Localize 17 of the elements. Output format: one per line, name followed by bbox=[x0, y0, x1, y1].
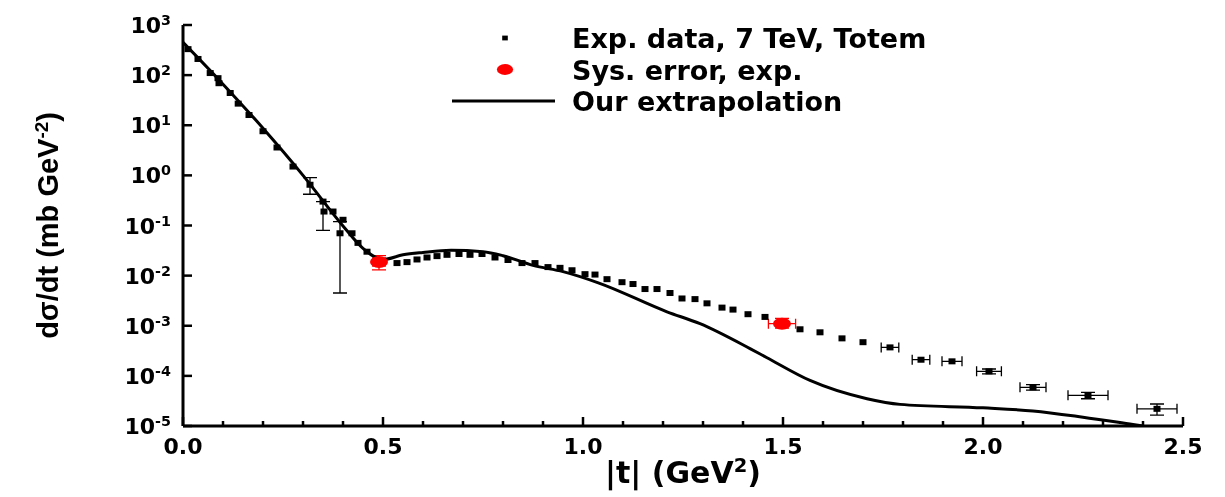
y-tick-label: 10$^{-3}$ bbox=[124, 312, 171, 339]
y-tick-label: 10$^{-2}$ bbox=[124, 262, 171, 289]
y-tick-label: 10$^{3}$ bbox=[130, 12, 171, 38]
legend-label: Sys. error, exp. bbox=[572, 54, 803, 86]
x-tick-label: 2.0 bbox=[963, 434, 1003, 459]
legend-label: Exp. data, 7 TeV, Totem bbox=[572, 23, 927, 54]
y-tick-label: 10$^{1}$ bbox=[130, 112, 171, 139]
x-axis-title: |t| (GeV$^{2}$) bbox=[605, 453, 761, 491]
x-tick-label: 2.5 bbox=[1163, 434, 1203, 459]
x-tick-label: 1.0 bbox=[563, 434, 603, 459]
legend-label: Our extrapolation bbox=[572, 86, 843, 117]
x-tick-label: 0.5 bbox=[363, 434, 403, 459]
x-tick-label: 1.5 bbox=[763, 434, 803, 459]
y-tick-label: 10$^{0}$ bbox=[130, 162, 172, 189]
y-tick-label: 10$^{-4}$ bbox=[124, 362, 172, 389]
y-tick-label: 10$^{2}$ bbox=[130, 62, 171, 89]
y-tick-label: 10$^{-1}$ bbox=[124, 212, 171, 239]
